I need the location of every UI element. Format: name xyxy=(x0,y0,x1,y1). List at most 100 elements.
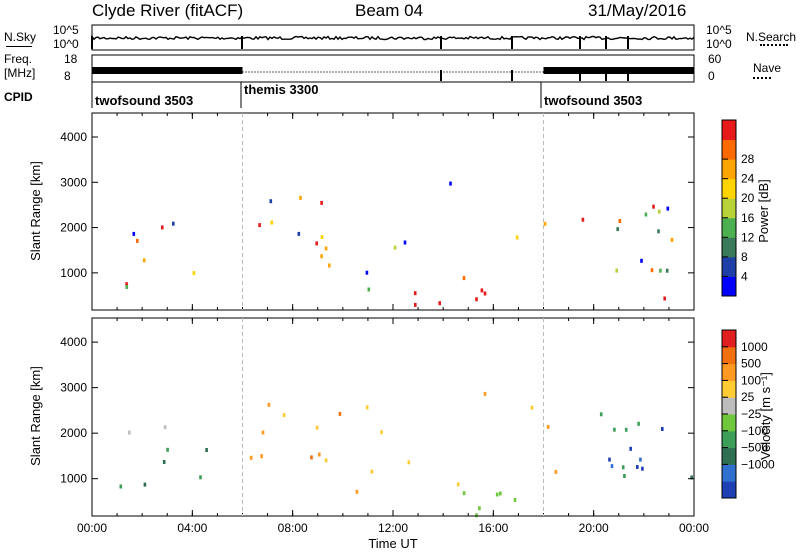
power-swatch xyxy=(722,256,736,277)
nsky-legend-line xyxy=(6,46,32,47)
echo-cell xyxy=(143,482,147,487)
echo-cell xyxy=(608,457,611,462)
echo-cell xyxy=(554,469,558,474)
echo-cell xyxy=(666,206,670,211)
echo-cell xyxy=(599,412,603,417)
echo-cell xyxy=(615,268,618,273)
beam-title: Beam 04 xyxy=(355,1,424,20)
echo-cell xyxy=(621,465,625,470)
echo-cell xyxy=(328,263,331,268)
echo-cell xyxy=(270,220,274,225)
power-heatmap xyxy=(125,181,674,307)
freq-band-twofsound-2 xyxy=(543,67,694,74)
echo-cell xyxy=(483,391,487,396)
echo-cell xyxy=(258,223,261,228)
freq-label-top: Freq. xyxy=(4,52,33,66)
power-colorbar-label: Power [dB] xyxy=(756,179,771,243)
echo-cell xyxy=(639,457,642,462)
echo-cell xyxy=(414,302,417,307)
echo-cell xyxy=(355,489,359,494)
echo-cell xyxy=(315,241,318,246)
velocity-tick-label: −25 xyxy=(741,407,762,421)
echo-cell xyxy=(370,469,374,474)
echo-cell xyxy=(310,455,313,460)
power-swatch xyxy=(722,159,736,180)
echo-cell xyxy=(162,460,166,464)
velocity-swatch xyxy=(722,447,736,465)
echo-cell xyxy=(136,238,139,243)
velocity-tick-label: 100 xyxy=(741,373,761,387)
echo-cell xyxy=(462,276,466,281)
cpid-label: CPID xyxy=(4,90,33,104)
echo-cell xyxy=(318,452,321,457)
y-tick-label: 2000 xyxy=(60,221,87,235)
echo-cell xyxy=(670,237,674,242)
echo-cell xyxy=(478,506,481,511)
power-swatch xyxy=(722,198,736,219)
echo-cell xyxy=(640,258,643,263)
echo-cell xyxy=(546,424,550,429)
x-tick-label: 00:00 xyxy=(679,521,709,535)
power-swatch xyxy=(722,178,736,199)
freq-label-unit: [MHz] xyxy=(4,66,36,80)
cpid-segment-2: themis 3300 xyxy=(244,82,319,97)
velocity-swatch xyxy=(722,414,736,432)
echo-cell xyxy=(367,287,371,292)
echo-cell xyxy=(483,291,487,296)
echo-cell xyxy=(260,454,263,459)
echo-cell xyxy=(652,204,655,209)
echo-cell xyxy=(380,430,383,435)
y-tick-label: 3000 xyxy=(60,175,87,189)
echo-cell xyxy=(282,413,286,418)
power-tick-label: 20 xyxy=(741,191,755,205)
echo-cell xyxy=(125,285,129,289)
echo-cell xyxy=(637,421,640,426)
velocity-ylabel: Slant Range [km] xyxy=(28,366,43,466)
y-tick-label: 3000 xyxy=(60,381,87,395)
echo-cell xyxy=(199,475,202,480)
nave-tick-bottom: 0 xyxy=(708,69,715,83)
echo-cell xyxy=(449,181,452,186)
power-swatch xyxy=(722,139,736,160)
nsky-trace xyxy=(91,34,695,49)
echo-cell xyxy=(205,448,208,452)
echo-cell xyxy=(661,427,664,431)
echo-cell xyxy=(128,430,131,435)
y-tick-label: 2000 xyxy=(60,426,87,440)
power-frame xyxy=(721,119,737,297)
freq-tick-top: 18 xyxy=(64,52,78,66)
power-panel-frame xyxy=(91,112,695,311)
echo-cell xyxy=(142,258,146,263)
nsearch-legend-line xyxy=(760,44,788,46)
echo-cell xyxy=(618,219,622,223)
echo-cell xyxy=(610,464,614,469)
echo-cell xyxy=(456,482,460,487)
echo-cell xyxy=(320,235,324,240)
echo-cell xyxy=(192,271,196,276)
echo-cell xyxy=(659,268,662,273)
velocity-swatch xyxy=(722,330,736,348)
nsky-tick-bottom: 10^0 xyxy=(53,37,79,51)
x-tick-label: 00:00 xyxy=(77,521,107,535)
echo-cell xyxy=(629,446,632,451)
echo-cell xyxy=(269,199,273,204)
nsky-line xyxy=(91,34,695,41)
velocity-swatch xyxy=(722,346,736,365)
echo-cell xyxy=(365,405,369,410)
echo-cell xyxy=(641,466,644,471)
echo-cell xyxy=(665,268,669,273)
power-tick-label: 4 xyxy=(741,269,748,283)
echo-cell xyxy=(543,221,547,226)
power-tick-label: 8 xyxy=(741,250,748,264)
freq-tick-bottom: 8 xyxy=(64,69,71,83)
echo-cell xyxy=(297,231,301,236)
echo-cell xyxy=(663,296,666,301)
echo-cell xyxy=(495,492,499,497)
velocity-panel-frame xyxy=(91,317,695,517)
cpid-segment-1: twofsound 3503 xyxy=(95,93,194,108)
x-tick-label: 12:00 xyxy=(378,521,408,535)
freq-trace xyxy=(92,67,694,81)
x-tick-label: 16:00 xyxy=(478,521,508,535)
echo-cell xyxy=(657,229,660,234)
echo-cell xyxy=(119,484,123,489)
